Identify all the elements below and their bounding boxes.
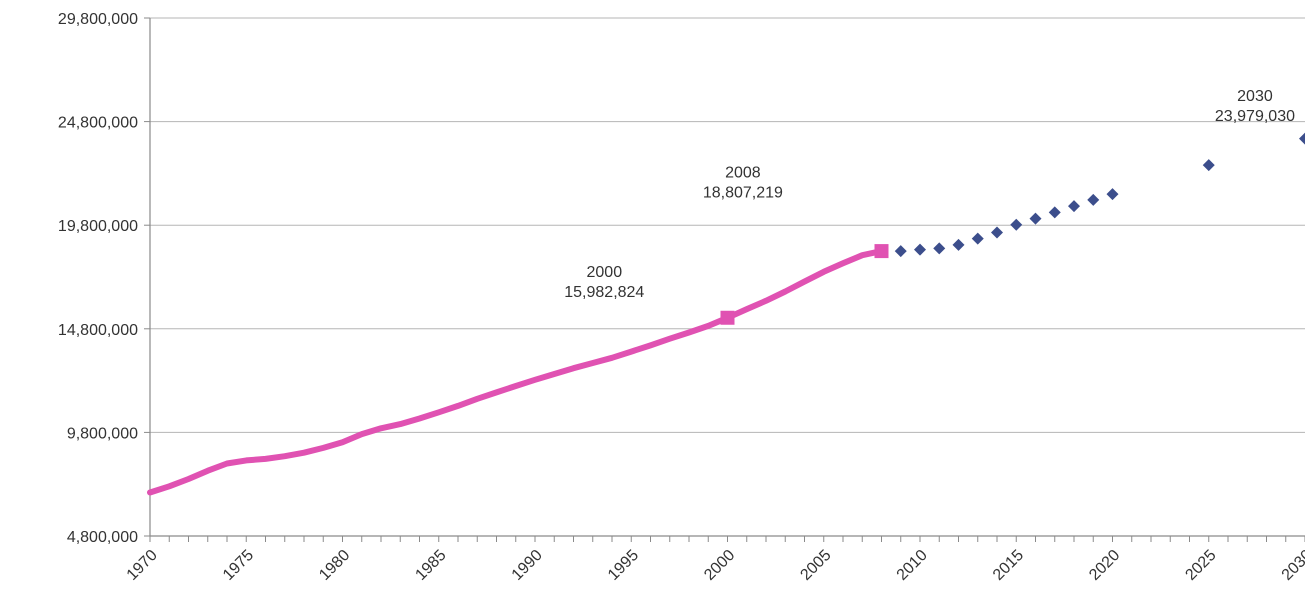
projection-diamond-marker: [952, 238, 965, 251]
highlight-square-marker: [720, 310, 735, 325]
annotation-value: 15,982,824: [564, 284, 644, 301]
projection-diamond-marker: [991, 226, 1003, 239]
y-tick-label: 14,800,000: [58, 322, 138, 339]
x-tick-label: 1980: [316, 547, 353, 584]
y-axis-tick-labels: 4,800,000 9,800,000 14,800,000 19,800,000 24…: [58, 11, 138, 546]
x-tick-label: 1975: [220, 547, 257, 584]
y-tick-label: 24,800,000: [58, 115, 138, 132]
y-tick-label: 4,800,000: [67, 529, 138, 546]
gridlines: [150, 17, 1305, 433]
x-tick-label: 2000: [701, 547, 738, 584]
projection-diamond-marker: [1048, 206, 1061, 219]
x-tick-label: 2015: [990, 547, 1027, 584]
series: [147, 132, 1305, 496]
x-axis-tick-labels: 1970 1975 1980 1985 1990 1995 2000 2005 2010 2015…: [124, 547, 1305, 584]
y-tick-label: 19,800,000: [58, 218, 138, 235]
x-tick-label: 2025: [1182, 547, 1219, 584]
projection-diamond-marker: [894, 245, 907, 258]
annotation-year: 2030: [1237, 88, 1273, 105]
annotations: 2000 15,982,824 2008 18,807,219 2030 23,979,0…: [564, 88, 1295, 301]
projection-diamond-marker: [1202, 159, 1215, 172]
x-tick-label: 1990: [509, 547, 546, 584]
projection-diamond-marker: [1068, 200, 1080, 213]
y-tick-label: 29,800,000: [58, 11, 138, 28]
x-tick-label: 1995: [605, 547, 642, 584]
projection-diamond-marker: [1299, 132, 1305, 145]
x-tick-label: 2030: [1279, 547, 1305, 584]
projection-diamond-marker: [971, 232, 984, 245]
x-tick-label: 2010: [894, 547, 931, 584]
projection-diamond-marker: [914, 243, 926, 256]
highlight-square-marker: [874, 244, 889, 259]
projection-diamond-marker: [1106, 188, 1119, 201]
projection-diamond-marker: [1087, 193, 1100, 206]
historical-population-line: [147, 248, 885, 496]
x-tick-label: 2020: [1086, 547, 1123, 584]
x-tick-label: 2005: [797, 547, 834, 584]
x-tick-label: 1970: [124, 547, 161, 584]
axes: [144, 17, 1305, 542]
projection-diamond-marker: [1029, 212, 1042, 225]
projection-diamond-marker: [933, 242, 946, 255]
annotation-value: 23,979,030: [1215, 108, 1295, 125]
y-tick-label: 9,800,000: [67, 425, 138, 442]
annotation-value: 18,807,219: [703, 185, 783, 202]
annotation-year: 2000: [587, 264, 623, 281]
projection-diamond-marker: [1010, 218, 1023, 231]
annotation-year: 2008: [725, 165, 761, 182]
x-tick-label: 1985: [412, 547, 449, 584]
